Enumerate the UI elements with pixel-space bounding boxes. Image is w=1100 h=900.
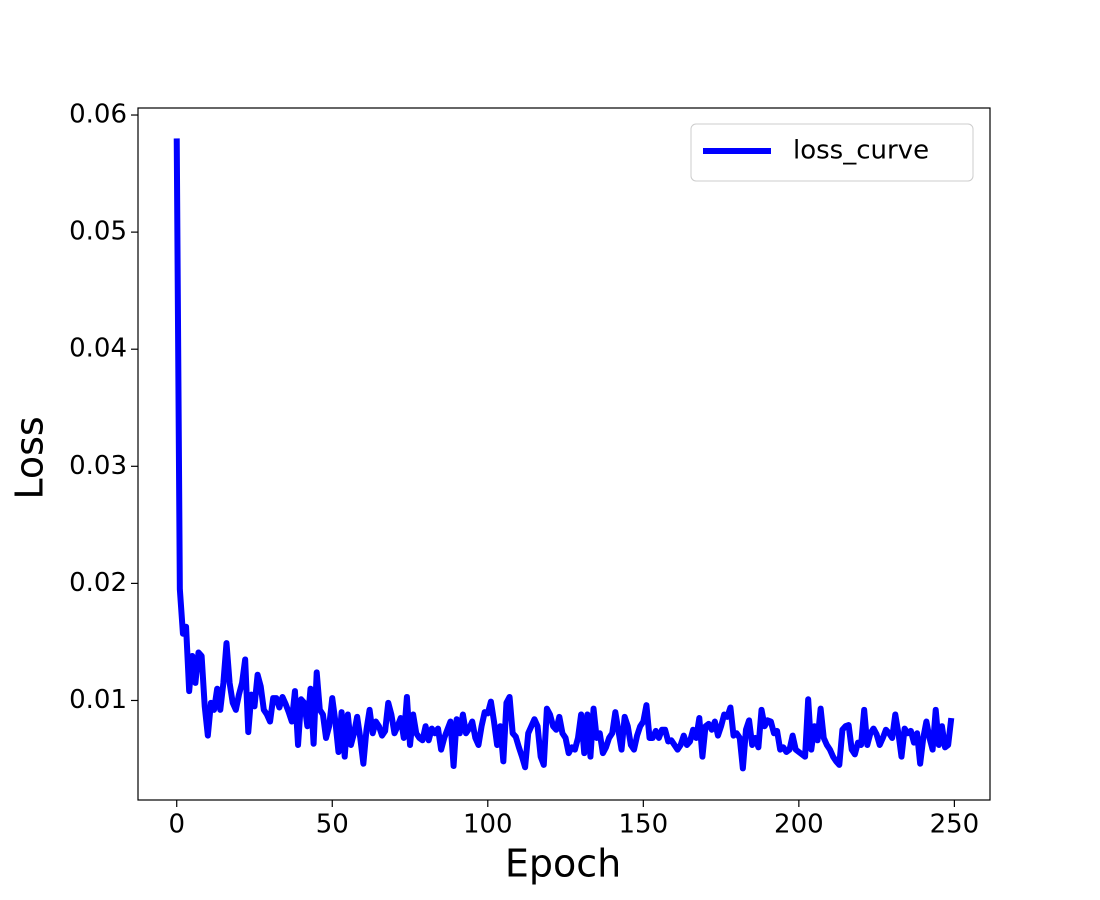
y-tick-label: 0.03: [69, 451, 127, 481]
x-tick-label: 0: [168, 810, 185, 840]
y-tick-label: 0.02: [69, 568, 127, 598]
y-tick-label: 0.01: [69, 685, 127, 715]
y-tick-label: 0.06: [69, 100, 127, 130]
x-tick-label: 150: [619, 810, 669, 840]
y-tick-label: 0.05: [69, 217, 127, 247]
legend-label: loss_curve: [793, 136, 929, 166]
x-axis-label: Epoch: [505, 842, 621, 886]
x-tick-label: 50: [316, 810, 349, 840]
loss-line: [173, 138, 955, 772]
y-axis-label: Loss: [8, 416, 52, 499]
x-tick-label: 100: [463, 810, 513, 840]
x-tick-label: 200: [774, 810, 824, 840]
y-tick-label: 0.04: [69, 334, 127, 364]
axes-frame: [137, 107, 991, 801]
x-tick-label: 250: [930, 810, 980, 840]
legend-box: [690, 123, 974, 182]
